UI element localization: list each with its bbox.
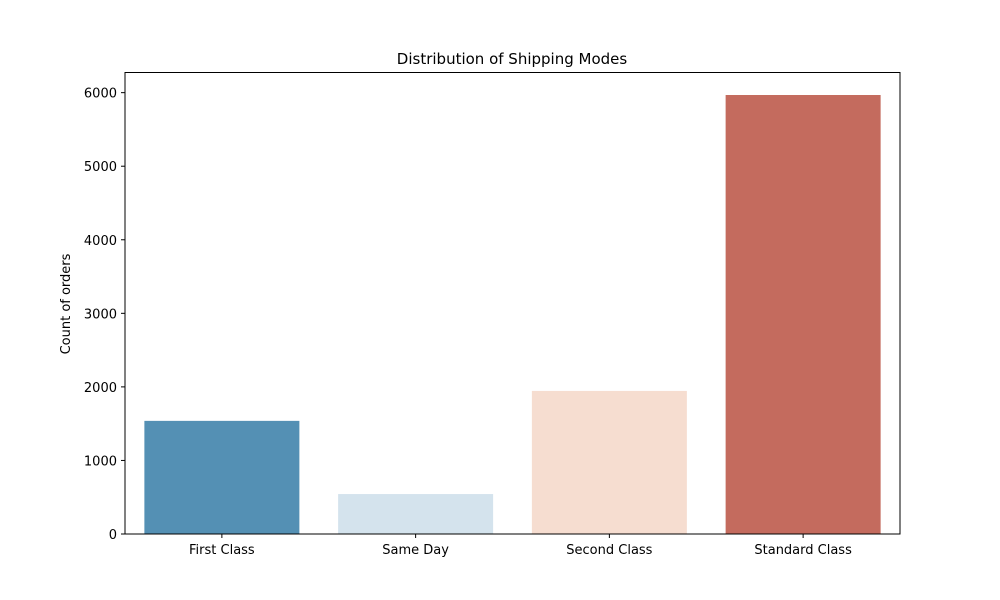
plot-frame (124, 72, 901, 535)
x-tick-label-first-class: First Class (189, 543, 255, 558)
y-tick-label: 2000 (84, 381, 117, 396)
chart-title: Distribution of Shipping Modes (397, 50, 628, 68)
y-axis: 0 1000 2000 3000 4000 5000 6000 (84, 87, 125, 543)
y-tick-label: 1000 (84, 454, 117, 469)
bar-second-class (531, 390, 687, 534)
bars-layer (144, 95, 881, 534)
bar-standard-class (725, 95, 881, 534)
y-tick-label: 3000 (84, 307, 117, 322)
y-axis-title: Count of orders (59, 253, 74, 354)
y-tick-label: 6000 (84, 87, 117, 102)
y-tick-label: 4000 (84, 234, 117, 249)
x-tick-label-same-day: Same Day (382, 543, 449, 558)
x-tick-label-standard-class: Standard Class (754, 543, 852, 558)
x-tick-label-second-class: Second Class (566, 543, 652, 558)
bar-first-class (144, 420, 300, 534)
y-tick-label: 5000 (84, 160, 117, 175)
x-axis: First Class Same Day Second Class Standard … (189, 534, 852, 558)
bar-same-day (338, 494, 494, 534)
y-tick-label: 0 (109, 528, 117, 543)
